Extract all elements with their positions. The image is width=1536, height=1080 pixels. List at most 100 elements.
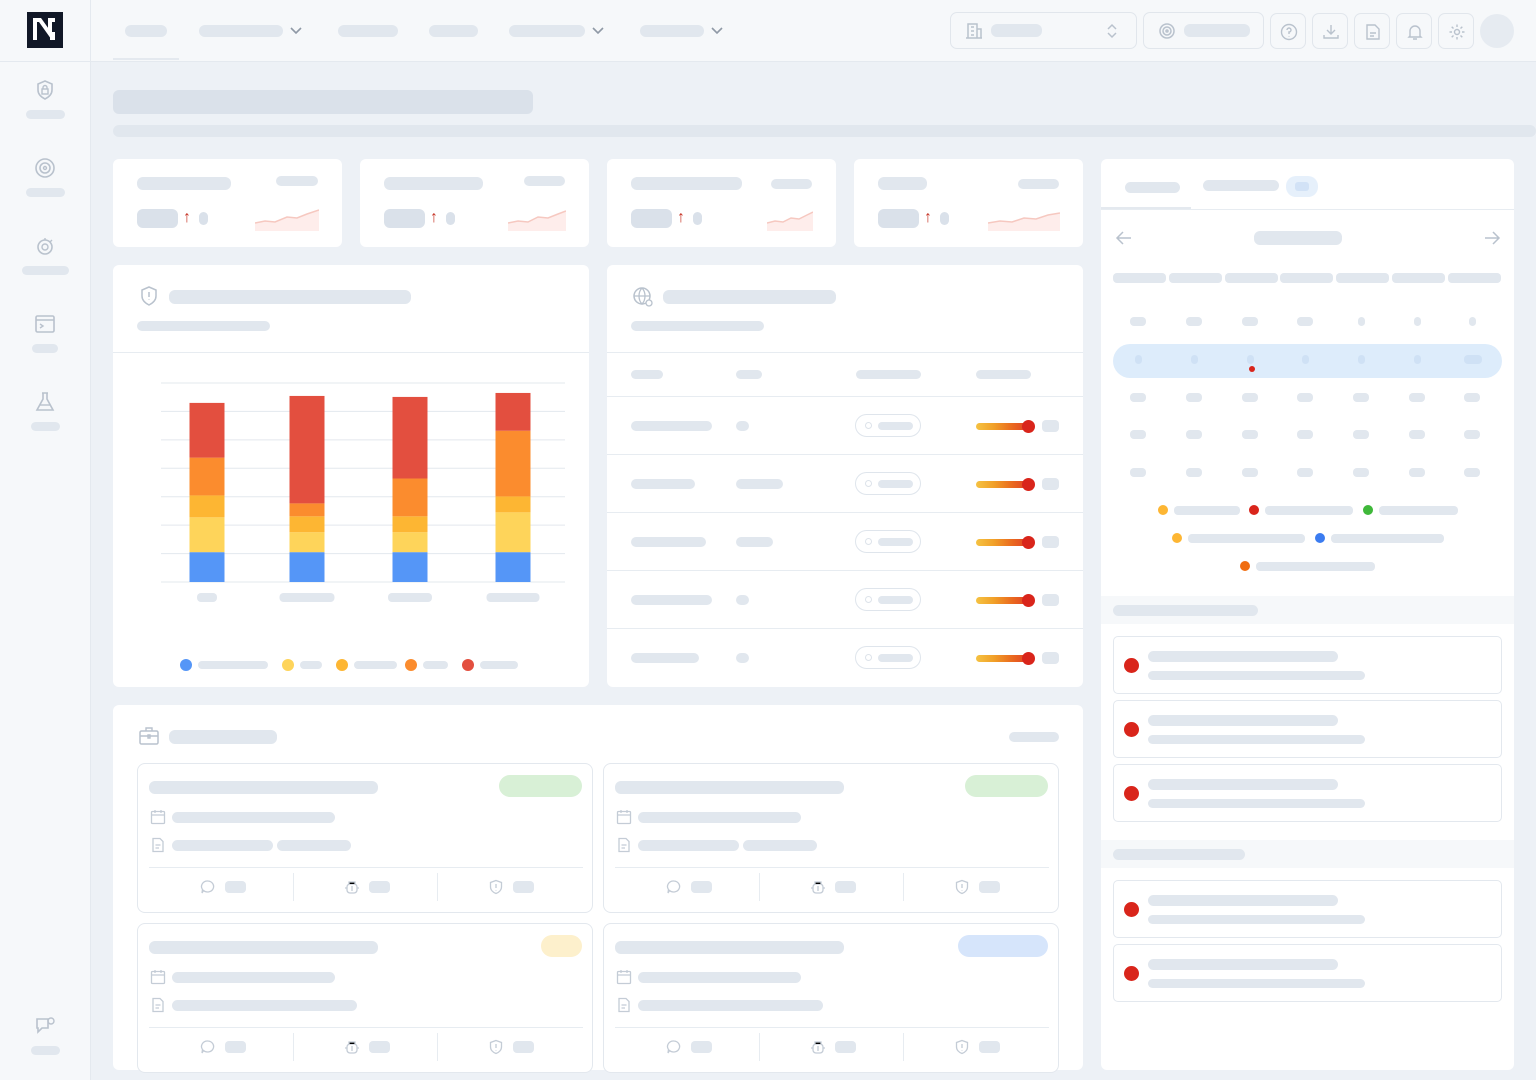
- sidebar-item-vulnerabilities[interactable]: [0, 235, 91, 295]
- table-row[interactable]: [607, 454, 1083, 512]
- table-row[interactable]: [607, 396, 1083, 454]
- sidebar-item-labs[interactable]: [0, 391, 91, 451]
- calendar-day[interactable]: [1297, 468, 1313, 477]
- bug-icon[interactable]: [810, 879, 826, 895]
- calendar-day[interactable]: [1186, 430, 1202, 439]
- status-pill[interactable]: [855, 588, 921, 611]
- sidebar-item-feedback[interactable]: [0, 1015, 91, 1075]
- bar-segment[interactable]: [189, 402, 225, 458]
- incident-card[interactable]: [137, 923, 593, 1073]
- alert-item[interactable]: [1113, 944, 1502, 1002]
- calendar-day[interactable]: [1186, 393, 1202, 402]
- bug-icon[interactable]: [810, 1039, 826, 1055]
- column-header[interactable]: [856, 370, 921, 379]
- stat-card[interactable]: ↑: [360, 159, 589, 247]
- incident-card[interactable]: [137, 763, 593, 913]
- bar-segment[interactable]: [289, 503, 325, 517]
- calendar-day[interactable]: [1297, 393, 1313, 402]
- table-row[interactable]: [607, 570, 1083, 628]
- calendar-day[interactable]: [1297, 430, 1313, 439]
- calendar-day[interactable]: [1464, 430, 1480, 439]
- calendar-day[interactable]: [1297, 317, 1313, 326]
- status-pill[interactable]: [855, 646, 921, 669]
- calendar-day[interactable]: [1353, 468, 1369, 477]
- tab-calendar[interactable]: [1125, 182, 1180, 193]
- legend-label[interactable]: [423, 661, 448, 669]
- stat-card[interactable]: ↑: [113, 159, 342, 247]
- status-pill[interactable]: [855, 530, 921, 553]
- calendar-day[interactable]: [1409, 393, 1425, 402]
- bar-segment[interactable]: [392, 478, 428, 517]
- bar-segment[interactable]: [189, 495, 225, 518]
- arrow-right-icon[interactable]: [1481, 227, 1503, 249]
- alert-item[interactable]: [1113, 880, 1502, 938]
- calendar-day[interactable]: [1464, 355, 1482, 364]
- stat-card[interactable]: ↑: [854, 159, 1083, 247]
- calendar-day[interactable]: [1242, 317, 1258, 326]
- calendar-day[interactable]: [1190, 355, 1198, 364]
- column-header[interactable]: [631, 370, 663, 379]
- calendar-day[interactable]: [1409, 468, 1425, 477]
- nav-item-3[interactable]: [338, 24, 398, 38]
- bar-segment[interactable]: [189, 552, 225, 582]
- calendar-day[interactable]: [1134, 355, 1142, 364]
- app-logo[interactable]: [27, 12, 63, 48]
- incident-card[interactable]: [603, 923, 1059, 1073]
- calendar-day[interactable]: [1130, 468, 1146, 477]
- bar-segment[interactable]: [495, 512, 531, 553]
- alert-item[interactable]: [1113, 636, 1502, 694]
- bar-segment[interactable]: [289, 532, 325, 553]
- calendar-day[interactable]: [1409, 430, 1425, 439]
- nav-item-1[interactable]: [125, 24, 167, 38]
- shield-icon[interactable]: [954, 879, 970, 895]
- sidebar-item-console[interactable]: [0, 313, 91, 373]
- calendar-day[interactable]: [1468, 317, 1476, 326]
- settings-button[interactable]: [1438, 13, 1474, 49]
- help-button[interactable]: [1270, 13, 1306, 49]
- calendar-day[interactable]: [1301, 355, 1309, 364]
- legend-label[interactable]: [354, 661, 397, 669]
- calendar-day[interactable]: [1413, 355, 1421, 364]
- legend-label[interactable]: [300, 661, 322, 669]
- comment-icon[interactable]: [200, 1039, 216, 1055]
- status-pill[interactable]: [855, 472, 921, 495]
- bar-segment[interactable]: [392, 396, 428, 479]
- calendar-day[interactable]: [1186, 468, 1202, 477]
- legend-label[interactable]: [480, 661, 518, 669]
- bar-segment[interactable]: [189, 457, 225, 496]
- column-header[interactable]: [736, 370, 762, 379]
- calendar-day[interactable]: [1357, 355, 1365, 364]
- table-row[interactable]: [607, 628, 1083, 686]
- table-row[interactable]: [607, 512, 1083, 570]
- bar-segment[interactable]: [495, 430, 531, 497]
- legend-label[interactable]: [198, 661, 268, 669]
- bar-segment[interactable]: [289, 395, 325, 504]
- bar-segment[interactable]: [392, 516, 428, 533]
- calendar-day[interactable]: [1353, 430, 1369, 439]
- calendar-day[interactable]: [1242, 430, 1258, 439]
- nav-item-5[interactable]: [509, 24, 604, 38]
- alert-item[interactable]: [1113, 700, 1502, 758]
- nav-item-2[interactable]: [199, 24, 302, 38]
- calendar-day[interactable]: [1464, 393, 1480, 402]
- sidebar-item-security[interactable]: [0, 79, 91, 139]
- arrow-left-icon[interactable]: [1113, 227, 1135, 249]
- comment-icon[interactable]: [200, 879, 216, 895]
- user-avatar[interactable]: [1480, 14, 1514, 48]
- org-selector[interactable]: [950, 12, 1137, 49]
- calendar-day[interactable]: [1186, 317, 1202, 326]
- notifications-button[interactable]: [1396, 13, 1432, 49]
- bar-segment[interactable]: [289, 516, 325, 533]
- shield-icon[interactable]: [488, 879, 504, 895]
- comment-icon[interactable]: [666, 1039, 682, 1055]
- calendar-day[interactable]: [1246, 355, 1254, 364]
- bar-segment[interactable]: [495, 552, 531, 582]
- status-pill[interactable]: [855, 414, 921, 437]
- calendar-day[interactable]: [1353, 393, 1369, 402]
- calendar-day[interactable]: [1242, 393, 1258, 402]
- comment-icon[interactable]: [666, 879, 682, 895]
- bar-segment[interactable]: [495, 392, 531, 431]
- bar-segment[interactable]: [495, 496, 531, 513]
- bar-segment[interactable]: [392, 532, 428, 553]
- stat-card[interactable]: ↑: [607, 159, 836, 247]
